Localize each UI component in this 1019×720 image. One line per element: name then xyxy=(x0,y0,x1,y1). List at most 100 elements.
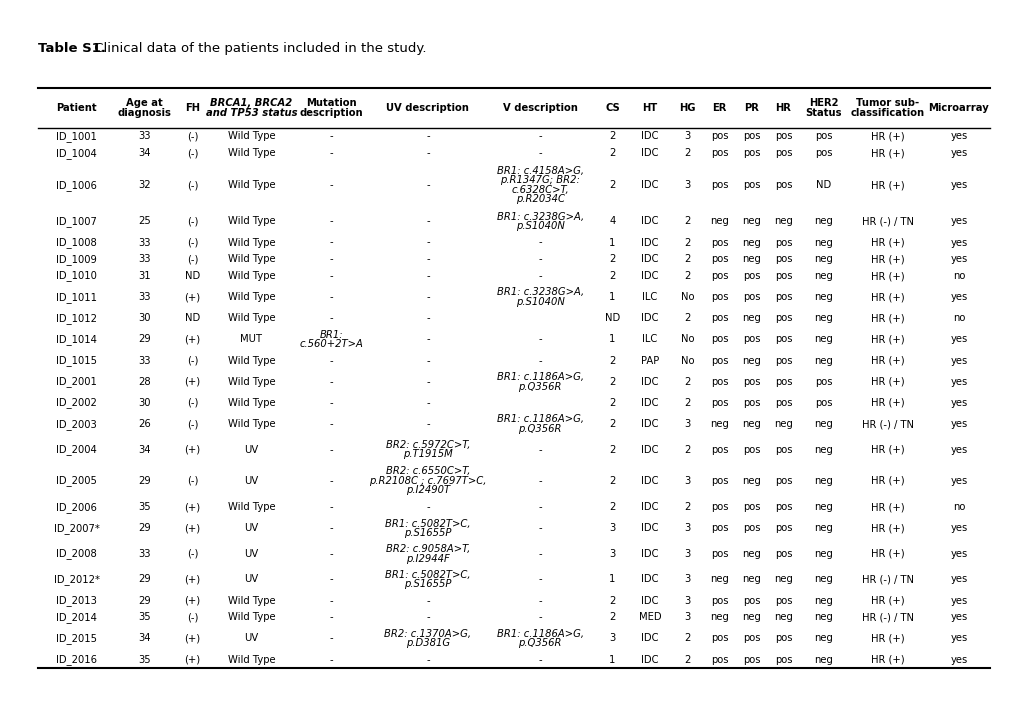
Text: MED: MED xyxy=(638,612,660,622)
Text: -: - xyxy=(329,356,333,366)
Text: c.6328C>T,: c.6328C>T, xyxy=(511,185,569,195)
Text: 2: 2 xyxy=(608,595,615,606)
Text: 30: 30 xyxy=(138,398,151,408)
Text: -: - xyxy=(426,217,429,227)
Text: 1: 1 xyxy=(608,654,615,665)
Text: -: - xyxy=(426,419,429,429)
Text: ID_2013: ID_2013 xyxy=(56,595,97,606)
Text: pos: pos xyxy=(710,476,728,485)
Text: neg: neg xyxy=(709,217,729,227)
Text: 2: 2 xyxy=(684,217,690,227)
Text: 35: 35 xyxy=(138,612,151,622)
Text: neg: neg xyxy=(813,217,833,227)
Text: IDC: IDC xyxy=(641,148,658,158)
Text: BR2: c.1370A>G,: BR2: c.1370A>G, xyxy=(384,629,471,639)
Text: (-): (-) xyxy=(186,612,198,622)
Text: Microarray: Microarray xyxy=(927,103,988,113)
Text: HR (+): HR (+) xyxy=(870,356,904,366)
Text: pos: pos xyxy=(774,445,792,454)
Text: pos: pos xyxy=(710,654,728,665)
Text: pos: pos xyxy=(710,254,728,264)
Text: -: - xyxy=(329,217,333,227)
Text: neg: neg xyxy=(813,292,833,302)
Text: IDC: IDC xyxy=(641,131,658,141)
Text: neg: neg xyxy=(813,595,833,606)
Text: neg: neg xyxy=(813,549,833,559)
Text: IDC: IDC xyxy=(641,634,658,644)
Text: 3: 3 xyxy=(684,476,690,485)
Text: 3: 3 xyxy=(608,523,614,534)
Text: ID_2014: ID_2014 xyxy=(56,612,97,623)
Text: BR1: c.5082T>C,: BR1: c.5082T>C, xyxy=(385,518,470,528)
Text: -: - xyxy=(426,398,429,408)
Text: no: no xyxy=(952,502,964,512)
Text: -: - xyxy=(329,575,333,585)
Text: -: - xyxy=(329,148,333,158)
Text: Clinical data of the patients included in the study.: Clinical data of the patients included i… xyxy=(90,42,426,55)
Text: p.S1655P: p.S1655P xyxy=(404,528,451,538)
Text: yes: yes xyxy=(950,180,967,190)
Text: 3: 3 xyxy=(684,575,690,585)
Text: 33: 33 xyxy=(138,292,151,302)
Text: 3: 3 xyxy=(608,634,614,644)
Text: Wild Type: Wild Type xyxy=(227,612,275,622)
Text: -: - xyxy=(329,445,333,454)
Text: HR (-) / TN: HR (-) / TN xyxy=(861,575,913,585)
Text: HR (+): HR (+) xyxy=(870,292,904,302)
Text: Wild Type: Wild Type xyxy=(227,254,275,264)
Text: pos: pos xyxy=(710,398,728,408)
Text: 26: 26 xyxy=(138,419,151,429)
Text: -: - xyxy=(538,476,541,485)
Text: -: - xyxy=(426,148,429,158)
Text: -: - xyxy=(538,654,541,665)
Text: ID_1006: ID_1006 xyxy=(56,179,97,191)
Text: pos: pos xyxy=(774,180,792,190)
Text: ID_2002: ID_2002 xyxy=(56,397,97,408)
Text: FH: FH xyxy=(184,103,200,113)
Text: IDC: IDC xyxy=(641,502,658,512)
Text: (+): (+) xyxy=(184,377,201,387)
Text: 1: 1 xyxy=(608,335,615,344)
Text: ND: ND xyxy=(815,180,830,190)
Text: 29: 29 xyxy=(138,575,151,585)
Text: neg: neg xyxy=(741,575,760,585)
Text: ID_2003: ID_2003 xyxy=(56,418,97,430)
Text: 29: 29 xyxy=(138,335,151,344)
Text: pos: pos xyxy=(774,595,792,606)
Text: 2: 2 xyxy=(608,445,615,454)
Text: HR (+): HR (+) xyxy=(870,131,904,141)
Text: pos: pos xyxy=(774,523,792,534)
Text: Wild Type: Wild Type xyxy=(227,180,275,190)
Text: pos: pos xyxy=(774,654,792,665)
Text: ID_2015: ID_2015 xyxy=(56,633,97,644)
Text: V description: V description xyxy=(502,103,577,113)
Text: pos: pos xyxy=(742,377,759,387)
Text: -: - xyxy=(329,292,333,302)
Text: IDC: IDC xyxy=(641,398,658,408)
Text: -: - xyxy=(426,254,429,264)
Text: pos: pos xyxy=(742,398,759,408)
Text: IDC: IDC xyxy=(641,549,658,559)
Text: Status: Status xyxy=(805,108,841,118)
Text: Wild Type: Wild Type xyxy=(227,313,275,323)
Text: (-): (-) xyxy=(186,180,198,190)
Text: pos: pos xyxy=(814,131,832,141)
Text: 33: 33 xyxy=(138,549,151,559)
Text: pos: pos xyxy=(742,180,759,190)
Text: 2: 2 xyxy=(608,612,615,622)
Text: 4: 4 xyxy=(608,217,614,227)
Text: yes: yes xyxy=(950,335,967,344)
Text: yes: yes xyxy=(950,217,967,227)
Text: -: - xyxy=(426,356,429,366)
Text: 33: 33 xyxy=(138,356,151,366)
Text: yes: yes xyxy=(950,654,967,665)
Text: 1: 1 xyxy=(608,292,615,302)
Text: pos: pos xyxy=(814,398,832,408)
Text: Wild Type: Wild Type xyxy=(227,419,275,429)
Text: neg: neg xyxy=(741,612,760,622)
Text: neg: neg xyxy=(813,502,833,512)
Text: -: - xyxy=(426,313,429,323)
Text: 2: 2 xyxy=(684,148,690,158)
Text: p.D381G: p.D381G xyxy=(406,638,449,648)
Text: 1: 1 xyxy=(608,575,615,585)
